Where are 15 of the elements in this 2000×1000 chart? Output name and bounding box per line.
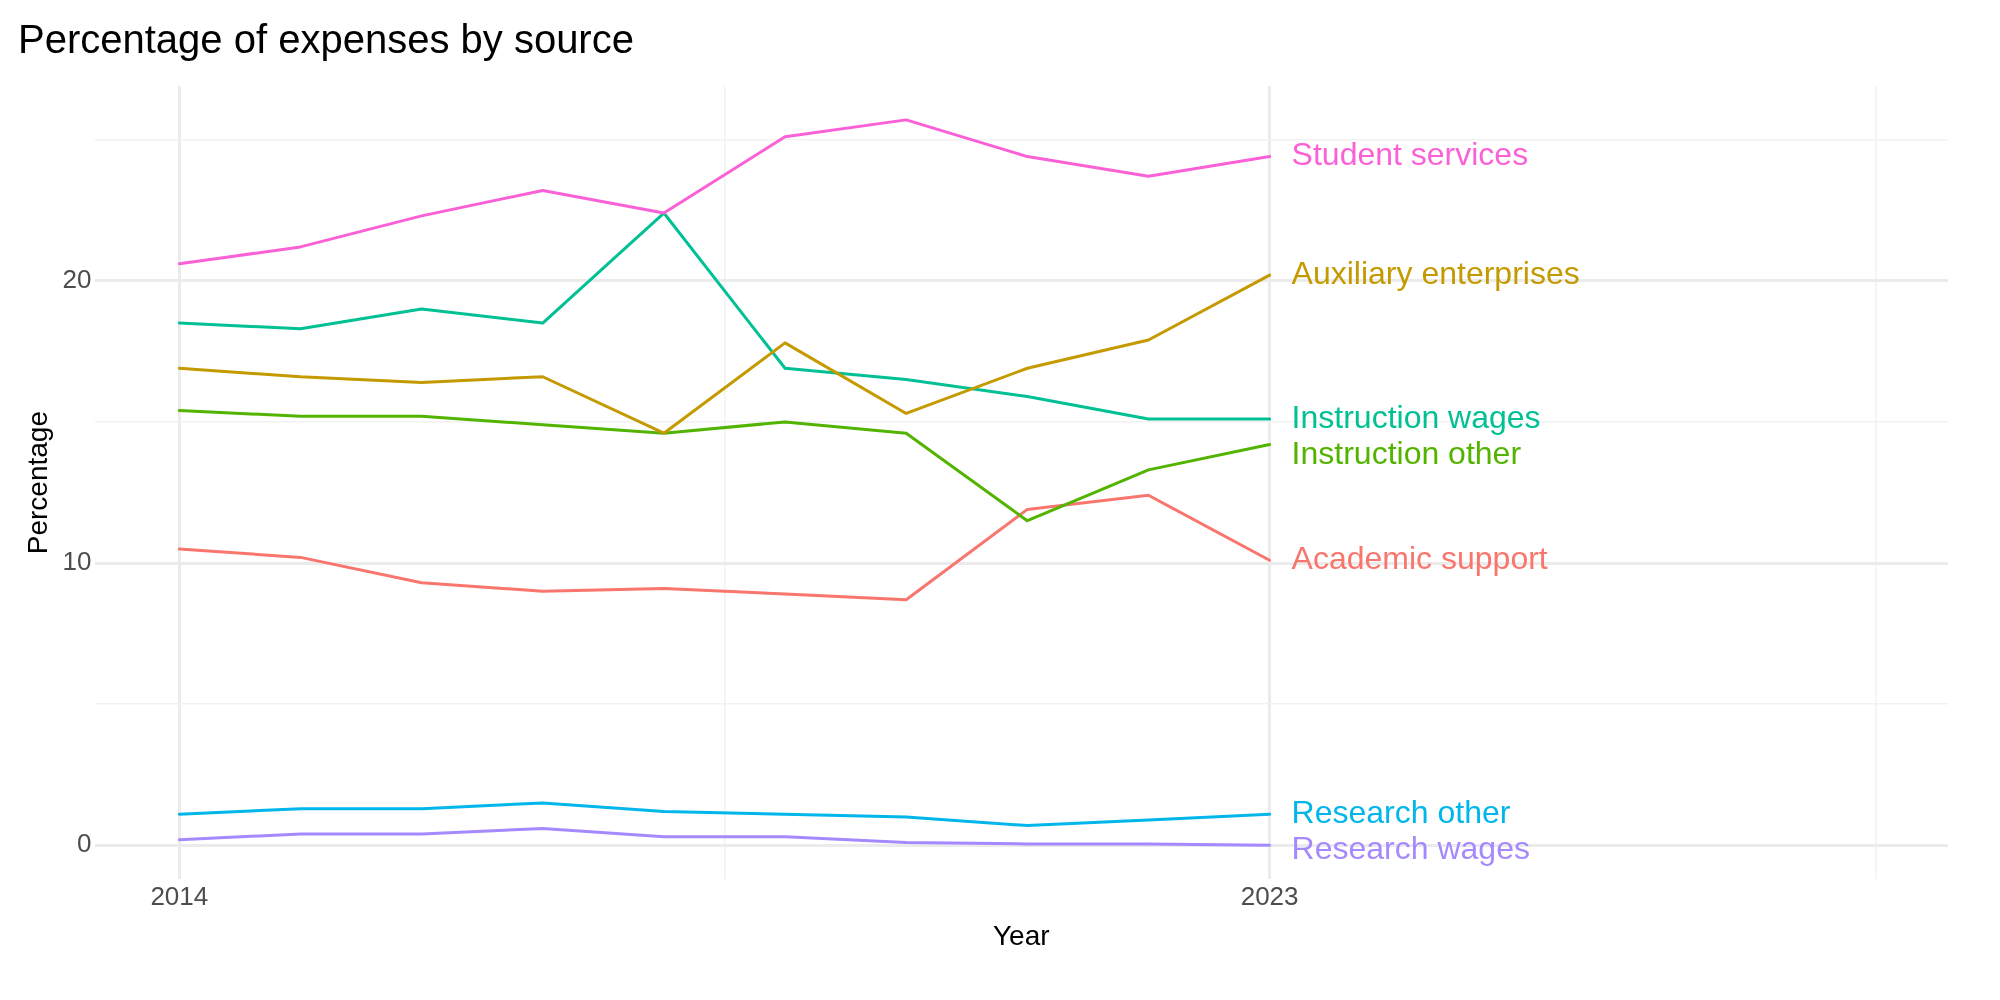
series-label: Instruction wages — [1291, 398, 1541, 435]
x-axis-title: Year — [992, 919, 1050, 951]
series-label: Research wages — [1291, 830, 1530, 867]
chart-title: Percentage of expenses by source — [18, 17, 634, 62]
y-tick-label: 0 — [77, 828, 92, 859]
series-label: Instruction other — [1291, 434, 1522, 471]
y-axis-title: Percentage — [21, 410, 53, 555]
series-label: Research other — [1291, 794, 1511, 831]
y-tick-label: 10 — [62, 546, 92, 577]
series-label: Auxiliary enterprises — [1291, 254, 1580, 291]
x-tick-label: 2014 — [150, 880, 209, 911]
series-label: Student services — [1291, 136, 1529, 173]
series-label: Academic support — [1291, 540, 1548, 577]
y-tick-label: 20 — [62, 263, 92, 294]
x-tick-label: 2023 — [1240, 880, 1299, 911]
